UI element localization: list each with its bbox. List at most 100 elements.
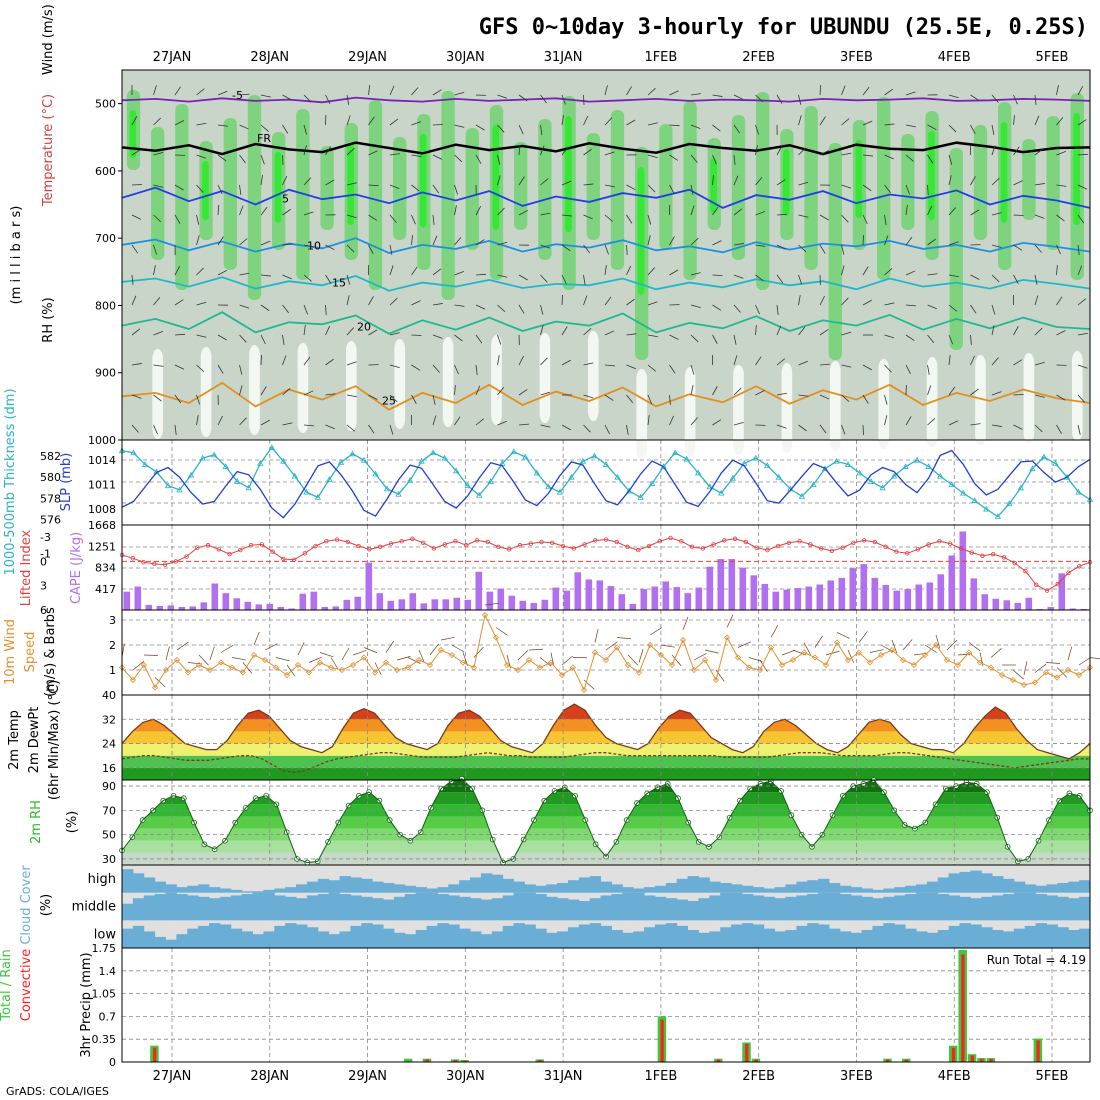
cloud-cover-bar bbox=[306, 895, 319, 921]
pressure-tick-label: 1000 bbox=[88, 434, 116, 447]
wind-barb bbox=[1013, 94, 1018, 105]
wind-barb bbox=[411, 334, 422, 336]
precip-tick-label: 0.7 bbox=[99, 1010, 117, 1023]
li-marker bbox=[646, 543, 652, 549]
wind-barb bbox=[176, 641, 189, 651]
wind-barb bbox=[518, 423, 529, 426]
wind-barb bbox=[282, 124, 289, 134]
cloud-cover-bar bbox=[122, 869, 134, 893]
rh-band bbox=[659, 124, 673, 250]
cloud-cover-bar bbox=[828, 928, 841, 948]
wind-barb bbox=[550, 652, 555, 667]
wind-barb bbox=[187, 662, 202, 665]
wind-barb bbox=[862, 234, 864, 246]
wind-barb bbox=[282, 175, 288, 186]
wind-barb bbox=[1056, 151, 1066, 156]
cloud-cover-bar bbox=[644, 887, 656, 893]
wind-barb bbox=[1077, 394, 1085, 403]
cape-bar bbox=[299, 593, 307, 610]
precip-convective-bar bbox=[886, 1059, 890, 1062]
wind-barb bbox=[282, 422, 293, 426]
wind-marker bbox=[690, 666, 698, 674]
wind-barb bbox=[153, 265, 156, 276]
wind-barb bbox=[389, 265, 394, 276]
wind-marker bbox=[569, 664, 577, 671]
wind-barb bbox=[432, 394, 436, 405]
wind-barb bbox=[303, 177, 312, 186]
cloud-cover-bar bbox=[894, 895, 906, 921]
wind-barb bbox=[454, 92, 465, 96]
cloud-cover-bar bbox=[198, 896, 210, 921]
cloud-cover-bar bbox=[459, 896, 471, 921]
rh-band bbox=[1046, 116, 1060, 250]
wind-barb bbox=[540, 94, 547, 104]
wind-barb bbox=[862, 214, 868, 225]
wind-barb bbox=[528, 648, 543, 651]
wind-barb bbox=[198, 654, 209, 666]
wind-marker bbox=[129, 676, 137, 684]
cloud-cover-bar bbox=[1046, 884, 1058, 893]
wind-barb bbox=[884, 214, 887, 225]
cape-bar bbox=[728, 559, 736, 610]
wind-barb bbox=[991, 274, 1000, 283]
cloud-cover-bar bbox=[1057, 896, 1069, 921]
wind-barb bbox=[540, 124, 543, 135]
cloud-cover-bar bbox=[622, 887, 634, 893]
rh-tick-label: 90 bbox=[102, 780, 116, 793]
cloud-cover-bar bbox=[611, 884, 623, 893]
cape-bar bbox=[376, 593, 384, 610]
precip-convective-bar bbox=[153, 1047, 157, 1062]
cloud-cover-bar bbox=[328, 934, 341, 948]
wind-barb bbox=[905, 205, 908, 216]
wind-barb bbox=[583, 244, 590, 254]
rh-band-dry bbox=[1023, 353, 1035, 443]
wind-barb bbox=[518, 389, 528, 396]
cape-bar bbox=[860, 564, 868, 610]
wind-barb bbox=[583, 394, 594, 399]
wind-barb bbox=[196, 394, 201, 405]
cloud-cover-bar bbox=[698, 898, 710, 921]
wind-barb bbox=[814, 635, 823, 648]
li-marker bbox=[227, 551, 232, 557]
wind-barb bbox=[792, 649, 807, 656]
wind-barb bbox=[755, 390, 765, 396]
wind-barb bbox=[905, 91, 916, 96]
thickness-marker bbox=[406, 477, 414, 483]
thickness-marker bbox=[568, 473, 575, 480]
wind-barb bbox=[454, 154, 463, 163]
cloud-cover-bar bbox=[1024, 892, 1037, 921]
wind-barb bbox=[776, 213, 788, 216]
cloud-cover-bar bbox=[1035, 885, 1047, 893]
wind-barb bbox=[583, 148, 592, 156]
cape-bar bbox=[673, 587, 681, 610]
chart-title: GFS 0~10day 3-hourly for UBUNDU (25.5E, … bbox=[479, 15, 1088, 40]
cloud-cover-bar bbox=[992, 876, 1004, 893]
date-label-top: 3FEB bbox=[840, 50, 873, 65]
wind-barb bbox=[884, 88, 893, 96]
wind-barb bbox=[303, 274, 312, 282]
cape-bar bbox=[211, 583, 219, 610]
cloud-cover-bar bbox=[622, 892, 634, 921]
cloud-cover-bar bbox=[970, 898, 982, 921]
rh-band-high bbox=[419, 134, 427, 228]
wind-barb bbox=[690, 237, 699, 246]
cloud-cover-bar bbox=[883, 888, 895, 893]
cloud-cover-bar bbox=[339, 931, 351, 948]
wind-barb bbox=[497, 175, 501, 186]
wind-barb bbox=[389, 424, 394, 435]
wind-barb bbox=[1056, 117, 1064, 126]
wind-barb bbox=[1013, 180, 1023, 186]
cloud-cover-bar bbox=[306, 927, 319, 948]
cloud-cover-bar bbox=[437, 894, 449, 921]
cloud-cover-bar bbox=[241, 931, 254, 948]
wind-barb bbox=[411, 364, 421, 371]
cloud-cover-bar bbox=[720, 927, 732, 948]
wind-barb bbox=[346, 327, 354, 336]
cape-bar bbox=[772, 591, 780, 610]
wind-barb bbox=[1034, 394, 1045, 398]
cloud-cover-bar bbox=[459, 928, 471, 948]
cloud-cover-bar bbox=[839, 931, 852, 948]
wind-tick-label: 3 bbox=[109, 614, 116, 627]
wind-barb bbox=[733, 334, 737, 345]
wind-barb bbox=[174, 394, 182, 404]
